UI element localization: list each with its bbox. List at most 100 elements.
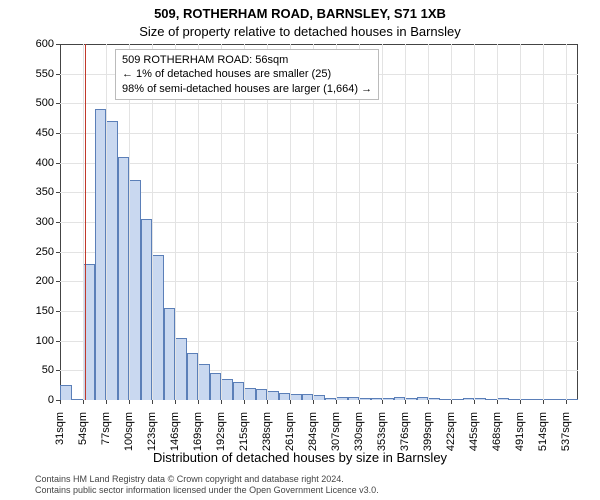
histogram-bar [233, 382, 245, 400]
y-tick-mark [56, 44, 60, 45]
histogram-bar [417, 397, 429, 400]
y-tick-label: 450 [36, 127, 54, 139]
histogram-bar [325, 398, 337, 400]
x-tick-mark [267, 400, 268, 404]
histogram-bar [555, 399, 567, 400]
x-tick-mark [336, 400, 337, 404]
histogram-bar [164, 308, 176, 400]
x-tick-mark [359, 400, 360, 404]
y-tick-label: 50 [42, 364, 54, 376]
chart-title-sub: Size of property relative to detached ho… [0, 24, 600, 39]
chart-title-main: 509, ROTHERHAM ROAD, BARNSLEY, S71 1XB [0, 6, 600, 21]
gridline-v [106, 44, 107, 400]
histogram-bar [405, 398, 417, 400]
histogram-bar [187, 353, 199, 400]
histogram-bar [279, 393, 291, 400]
y-tick-label: 500 [36, 97, 54, 109]
x-tick-mark [290, 400, 291, 404]
histogram-bar [244, 388, 256, 400]
x-tick-mark [451, 400, 452, 404]
histogram-bar [290, 394, 302, 400]
gridline-v [382, 44, 383, 400]
histogram-bar [95, 109, 107, 400]
info-box-line: 98% of semi-detached houses are larger (… [122, 82, 372, 96]
x-tick-mark [566, 400, 567, 404]
y-tick-mark [56, 163, 60, 164]
y-tick-label: 550 [36, 68, 54, 80]
y-tick-mark [56, 311, 60, 312]
histogram-bar [60, 385, 72, 400]
y-tick-mark [56, 252, 60, 253]
y-tick-mark [56, 133, 60, 134]
info-box: 509 ROTHERHAM ROAD: 56sqm← 1% of detache… [115, 49, 379, 100]
histogram-bar [198, 364, 210, 400]
histogram-bar [543, 399, 555, 400]
y-tick-mark [56, 222, 60, 223]
x-tick-mark [129, 400, 130, 404]
gridline-v [520, 44, 521, 400]
histogram-bar [152, 255, 164, 400]
x-tick-mark [83, 400, 84, 404]
histogram-bar [382, 398, 394, 400]
gridline-v [497, 44, 498, 400]
marker-line [85, 44, 86, 400]
x-tick-mark [520, 400, 521, 404]
gridline-v [474, 44, 475, 400]
x-tick-mark [244, 400, 245, 404]
x-tick-mark [152, 400, 153, 404]
histogram-bar [267, 391, 279, 400]
histogram-bar [313, 395, 325, 400]
gridline-v [428, 44, 429, 400]
gridline-h [60, 103, 578, 104]
y-tick-label: 150 [36, 305, 54, 317]
x-tick-mark [106, 400, 107, 404]
chart-container: 509, ROTHERHAM ROAD, BARNSLEY, S71 1XB S… [0, 0, 600, 500]
histogram-bar [394, 397, 406, 400]
x-tick-mark [474, 400, 475, 404]
histogram-bar [348, 397, 360, 400]
y-tick-label: 350 [36, 186, 54, 198]
x-tick-mark [497, 400, 498, 404]
gridline-v [405, 44, 406, 400]
x-tick-mark [198, 400, 199, 404]
histogram-bar [428, 398, 440, 400]
x-axis-label: Distribution of detached houses by size … [0, 450, 600, 465]
histogram-bar [520, 399, 532, 400]
y-tick-label: 0 [48, 394, 54, 406]
histogram-bar [451, 399, 463, 400]
histogram-bar [371, 398, 383, 400]
x-tick-mark [543, 400, 544, 404]
gridline-v [83, 44, 84, 400]
gridline-h [60, 133, 578, 134]
y-tick-mark [56, 341, 60, 342]
x-tick-mark [405, 400, 406, 404]
histogram-bar [509, 399, 521, 400]
histogram-bar [474, 398, 486, 400]
y-tick-mark [56, 103, 60, 104]
plot-area: 05010015020025030035040045050055060031sq… [60, 44, 578, 400]
histogram-bar [106, 121, 118, 400]
histogram-bar [210, 373, 222, 400]
histogram-bar [118, 157, 130, 400]
histogram-bar [302, 394, 314, 400]
info-box-line: ← 1% of detached houses are smaller (25) [122, 67, 372, 81]
histogram-bar [497, 398, 509, 400]
histogram-bar [221, 379, 233, 400]
gridline-v [451, 44, 452, 400]
x-tick-mark [175, 400, 176, 404]
x-tick-mark [382, 400, 383, 404]
histogram-bar [336, 397, 348, 400]
histogram-bar [359, 398, 371, 400]
y-tick-mark [56, 192, 60, 193]
y-tick-label: 600 [36, 38, 54, 50]
x-tick-mark [428, 400, 429, 404]
y-tick-mark [56, 370, 60, 371]
y-tick-mark [56, 74, 60, 75]
histogram-bar [141, 219, 153, 400]
copyright-text: Contains HM Land Registry data © Crown c… [35, 474, 588, 496]
y-tick-label: 200 [36, 275, 54, 287]
gridline-v [543, 44, 544, 400]
histogram-bar [440, 399, 452, 400]
histogram-bar [129, 180, 141, 400]
x-tick-mark [313, 400, 314, 404]
